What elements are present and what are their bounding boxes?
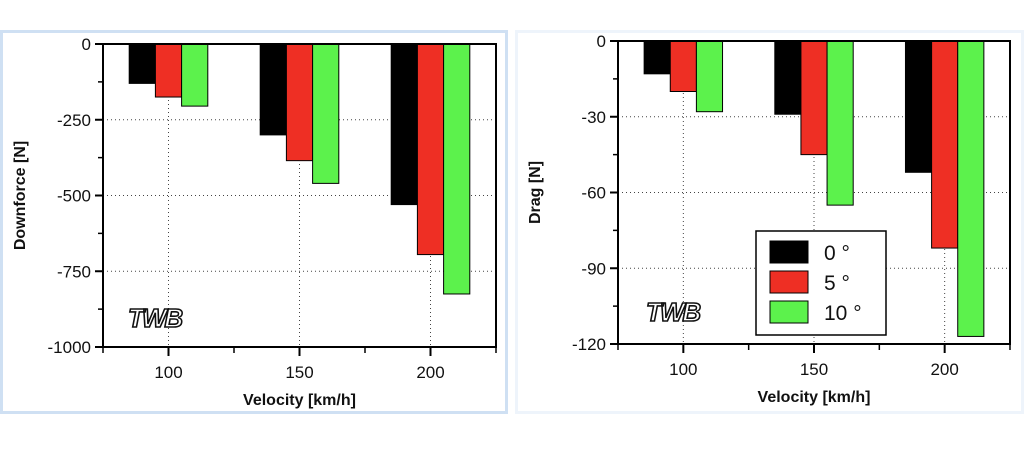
bar-5deg-200: [931, 40, 959, 249]
bar-5deg-150: [800, 40, 828, 156]
legend-swatch: [769, 240, 809, 264]
y-axis-title: Downforce [N]: [12, 141, 29, 250]
y-tick-label: 0: [597, 33, 606, 51]
drag-chart: 0 -30 -60 -90 -120 100 150 200 Velocity [km/h] Dr…: [527, 33, 1011, 406]
bar-0deg-200: [904, 40, 933, 173]
x-tick-label: 200: [416, 363, 444, 382]
downforce-chart: 0 -250 -500 -750 -1000 100 150 200 Velocity [km/…: [12, 35, 497, 409]
legend-label: 0 °: [824, 242, 850, 265]
y-tick-label: -60: [581, 184, 606, 203]
x-axis-title: Velocity [km/h]: [758, 389, 871, 406]
bar-10deg-150: [826, 40, 854, 206]
y-tick-label: -250: [57, 111, 91, 130]
x-tick-label: 150: [285, 363, 313, 382]
y-tick-label: -500: [57, 187, 91, 206]
y-tick-label: -1000: [48, 338, 91, 357]
twb-logo: TWB: [128, 303, 182, 333]
bar-5deg-100: [154, 43, 183, 98]
y-tick-label: -30: [581, 108, 606, 127]
twb-logo: TWB: [646, 297, 700, 327]
y-tick-label: -120: [572, 335, 606, 354]
bar-10deg-100: [181, 43, 209, 107]
x-axis-title: Velocity [km/h]: [243, 392, 356, 409]
legend-label: 10 °: [824, 302, 862, 325]
y-tick-label: 0: [82, 35, 91, 54]
drag-chart-panel: 0 -30 -60 -90 -120 100 150 200 Velocity [km/h] Dr…: [515, 30, 1024, 414]
x-tick-label: 200: [930, 360, 958, 379]
legend-swatch: [769, 270, 809, 294]
x-tick-label: 100: [669, 360, 697, 379]
bar-0deg-100: [643, 40, 671, 75]
y-tick-label: -750: [57, 262, 91, 281]
bar-10deg-200: [957, 40, 985, 337]
downforce-chart-panel: 0 -250 -500 -750 -1000 100 150 200 Velocity [km/…: [0, 30, 508, 414]
bar-10deg-150: [312, 43, 340, 184]
y-tick-label: -90: [581, 259, 606, 278]
bar-0deg-150: [774, 40, 802, 115]
legend-swatch: [769, 300, 809, 324]
y-axis-title: Drag [N]: [527, 161, 544, 224]
bar-0deg-100: [128, 43, 156, 84]
bar-5deg-150: [285, 43, 314, 162]
x-tick-label: 100: [154, 363, 182, 382]
legend-label: 5 °: [824, 272, 850, 295]
bar-5deg-100: [669, 40, 697, 92]
bar-0deg-200: [390, 43, 418, 206]
bar-5deg-200: [416, 43, 445, 256]
bar-0deg-150: [259, 43, 287, 136]
bar-10deg-200: [443, 43, 471, 295]
x-tick-label: 150: [800, 360, 828, 379]
bar-10deg-100: [695, 40, 724, 113]
